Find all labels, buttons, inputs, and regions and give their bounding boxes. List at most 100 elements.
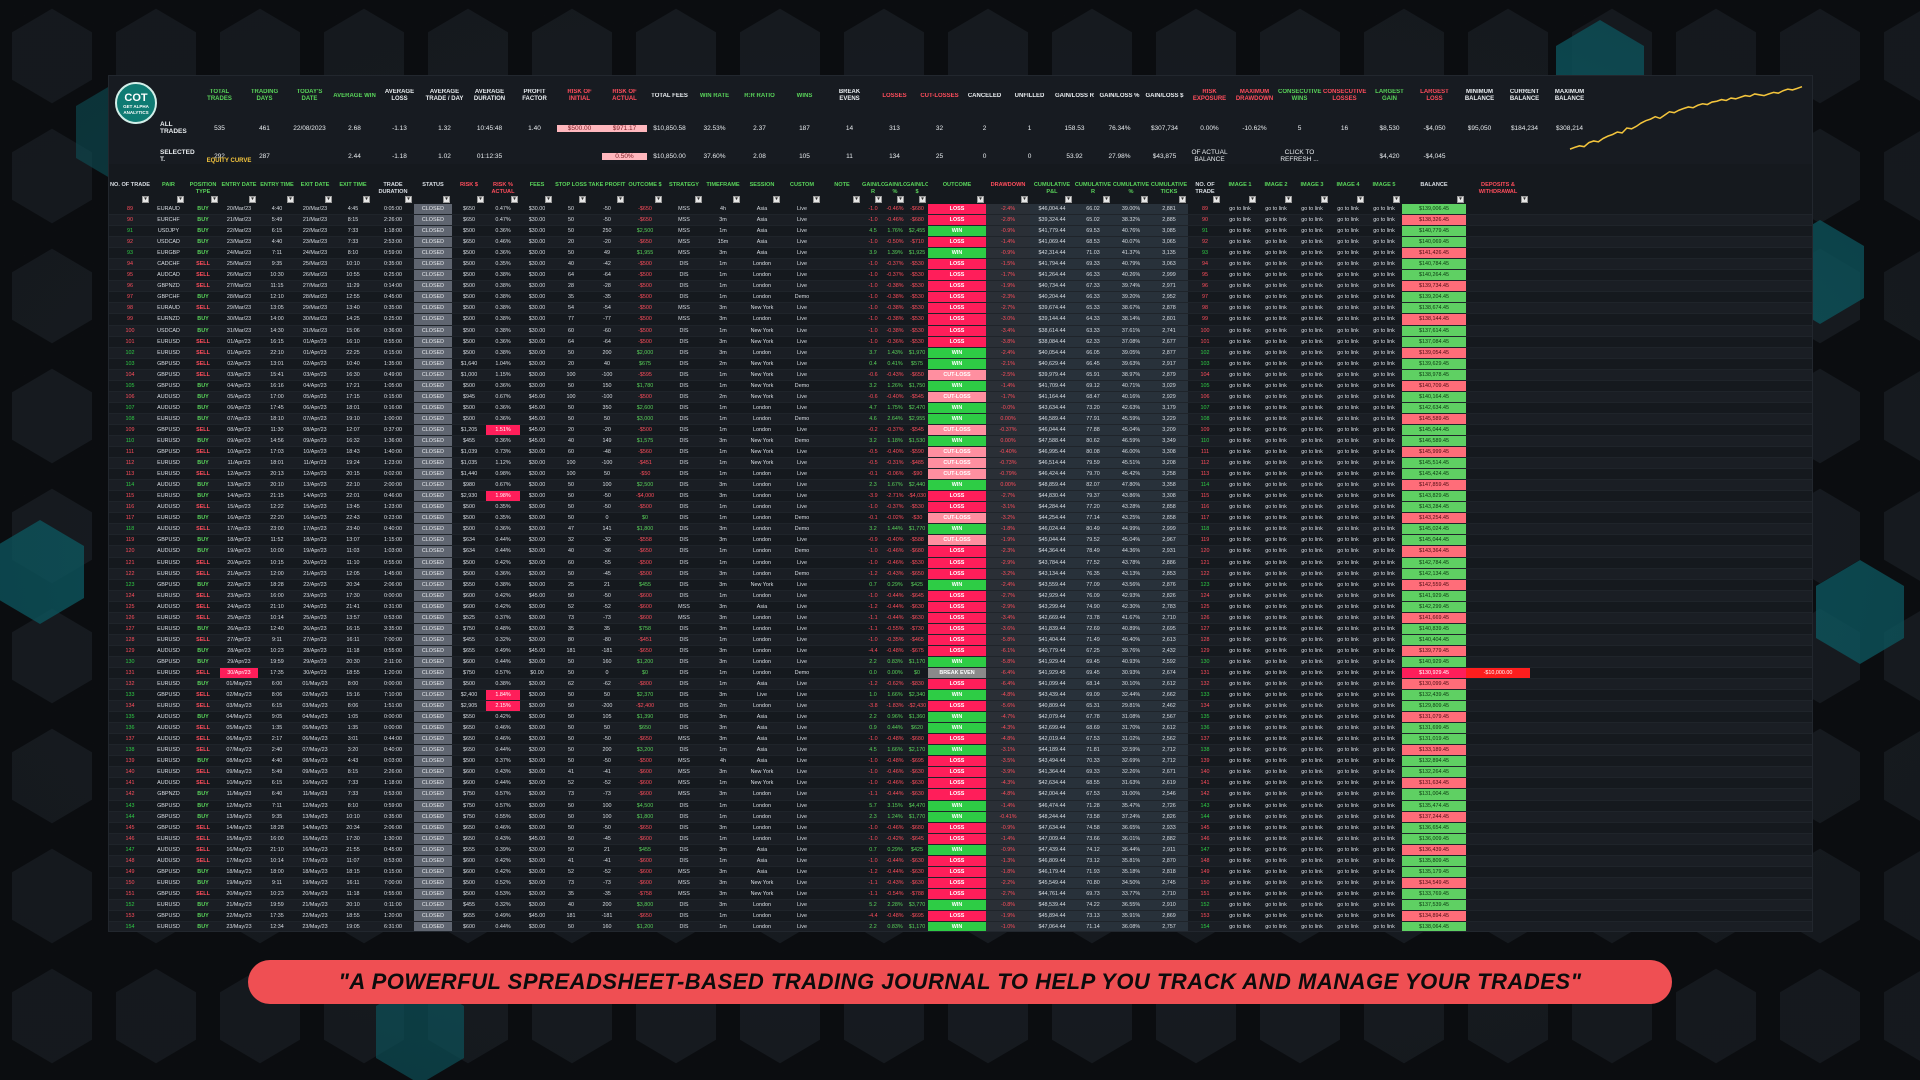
table-row[interactable]: 149 GBPUSD BUY 18/May/23 18:00 18/May/23 18:15…	[109, 866, 1812, 878]
image-link[interactable]: go to link	[1301, 890, 1323, 897]
image-link[interactable]: go to link	[1229, 714, 1251, 721]
image-link[interactable]: go to link	[1265, 393, 1287, 400]
image-link[interactable]: go to link	[1265, 835, 1287, 842]
image-link[interactable]: go to link	[1265, 526, 1287, 533]
image-link[interactable]: go to link	[1373, 780, 1395, 787]
refresh-link[interactable]: CLICK TO REFRESH ...	[1280, 149, 1319, 163]
image-link[interactable]: go to link	[1265, 791, 1287, 798]
table-row[interactable]: 145 GBPUSD SELL 14/May/23 18:28 14/May/23 20:3…	[109, 822, 1812, 834]
image-link[interactable]: go to link	[1265, 471, 1287, 478]
table-row[interactable]: 122 EURUSD SELL 21/Apr/23 12:00 21/Apr/23 12:0…	[109, 568, 1812, 580]
image-link[interactable]: go to link	[1301, 349, 1323, 356]
image-link[interactable]: go to link	[1337, 228, 1359, 235]
image-link[interactable]: go to link	[1373, 404, 1395, 411]
image-link[interactable]: go to link	[1373, 603, 1395, 610]
image-link[interactable]: go to link	[1229, 802, 1251, 809]
table-row[interactable]: 153 GBPUSD BUY 22/May/23 17:35 22/May/23 18:55…	[109, 911, 1812, 923]
image-link[interactable]: go to link	[1301, 769, 1323, 776]
image-link[interactable]: go to link	[1229, 791, 1251, 798]
image-link[interactable]: go to link	[1229, 703, 1251, 710]
image-link[interactable]: go to link	[1373, 504, 1395, 511]
image-link[interactable]: go to link	[1265, 338, 1287, 345]
table-row[interactable]: 97 GBPCHF BUY 28/Mar/23 12:10 28/Mar/23 12:55 0…	[109, 292, 1812, 304]
table-row[interactable]: 125 AUDUSD SELL 24/Apr/23 21:10 24/Apr/23 21:4…	[109, 601, 1812, 613]
image-link[interactable]: go to link	[1229, 482, 1251, 489]
image-link[interactable]: go to link	[1265, 769, 1287, 776]
image-link[interactable]: go to link	[1373, 714, 1395, 721]
image-link[interactable]: go to link	[1373, 482, 1395, 489]
image-link[interactable]: go to link	[1337, 780, 1359, 787]
image-link[interactable]: go to link	[1229, 327, 1251, 334]
image-link[interactable]: go to link	[1229, 504, 1251, 511]
filter-dropdown-icon[interactable]: ▾	[177, 196, 184, 203]
image-link[interactable]: go to link	[1301, 239, 1323, 246]
image-link[interactable]: go to link	[1229, 835, 1251, 842]
image-link[interactable]: go to link	[1373, 393, 1395, 400]
image-link[interactable]: go to link	[1229, 316, 1251, 323]
image-link[interactable]: go to link	[1265, 250, 1287, 257]
image-link[interactable]: go to link	[1373, 681, 1395, 688]
filter-dropdown-icon[interactable]: ▾	[1521, 196, 1528, 203]
image-link[interactable]: go to link	[1265, 924, 1287, 931]
image-link[interactable]: go to link	[1337, 415, 1359, 422]
image-link[interactable]: go to link	[1373, 206, 1395, 212]
filter-dropdown-icon[interactable]: ▾	[443, 196, 450, 203]
image-link[interactable]: go to link	[1265, 658, 1287, 665]
image-link[interactable]: go to link	[1337, 272, 1359, 279]
filter-dropdown-icon[interactable]: ▾	[1141, 196, 1148, 203]
image-link[interactable]: go to link	[1373, 913, 1395, 919]
image-link[interactable]: go to link	[1301, 703, 1323, 710]
image-link[interactable]: go to link	[1301, 437, 1323, 444]
image-link[interactable]: go to link	[1373, 879, 1395, 886]
image-link[interactable]: go to link	[1265, 559, 1287, 566]
table-row[interactable]: 121 EURUSD SELL 20/Apr/23 10:15 20/Apr/23 11:1…	[109, 557, 1812, 569]
image-link[interactable]: go to link	[1337, 294, 1359, 301]
image-link[interactable]: go to link	[1265, 725, 1287, 732]
table-row[interactable]: 120 AUDUSD BUY 19/Apr/23 10:00 19/Apr/23 11:03…	[109, 546, 1812, 558]
table-row[interactable]: 146 EURUSD SELL 15/May/23 16:00 15/May/23 17:3…	[109, 833, 1812, 845]
image-link[interactable]: go to link	[1265, 581, 1287, 588]
image-link[interactable]: go to link	[1373, 415, 1395, 422]
image-link[interactable]: go to link	[1337, 283, 1359, 290]
image-link[interactable]: go to link	[1265, 603, 1287, 610]
table-row[interactable]: 115 EURUSD BUY 14/Apr/23 21:15 14/Apr/23 22:01…	[109, 491, 1812, 503]
image-link[interactable]: go to link	[1265, 360, 1287, 367]
image-link[interactable]: go to link	[1373, 437, 1395, 444]
filter-dropdown-icon[interactable]: ▾	[287, 196, 294, 203]
image-link[interactable]: go to link	[1229, 415, 1251, 422]
image-link[interactable]: go to link	[1229, 250, 1251, 257]
image-link[interactable]: go to link	[1229, 493, 1251, 500]
image-link[interactable]: go to link	[1229, 526, 1251, 533]
filter-dropdown-icon[interactable]: ▾	[325, 196, 332, 203]
table-row[interactable]: 92 USDCAD BUY 23/Mar/23 4:40 23/Mar/23 7:33 2:5…	[109, 237, 1812, 249]
image-link[interactable]: go to link	[1337, 636, 1359, 643]
image-link[interactable]: go to link	[1373, 382, 1395, 389]
image-link[interactable]: go to link	[1337, 570, 1359, 577]
table-row[interactable]: 128 EURUSD SELL 27/Apr/23 9:11 27/Apr/23 16:11…	[109, 634, 1812, 646]
image-link[interactable]: go to link	[1301, 714, 1323, 721]
image-link[interactable]: go to link	[1373, 349, 1395, 356]
filter-dropdown-icon[interactable]: ▾	[813, 196, 820, 203]
image-link[interactable]: go to link	[1337, 692, 1359, 699]
image-link[interactable]: go to link	[1229, 603, 1251, 610]
image-link[interactable]: go to link	[1337, 868, 1359, 875]
image-link[interactable]: go to link	[1337, 382, 1359, 389]
image-link[interactable]: go to link	[1373, 703, 1395, 710]
image-link[interactable]: go to link	[1229, 548, 1251, 555]
image-link[interactable]: go to link	[1265, 758, 1287, 765]
image-link[interactable]: go to link	[1265, 371, 1287, 378]
image-link[interactable]: go to link	[1337, 515, 1359, 522]
image-link[interactable]: go to link	[1373, 261, 1395, 268]
image-link[interactable]: go to link	[1229, 228, 1251, 235]
image-link[interactable]: go to link	[1373, 526, 1395, 533]
image-link[interactable]: go to link	[1265, 703, 1287, 710]
image-link[interactable]: go to link	[1337, 802, 1359, 809]
image-link[interactable]: go to link	[1265, 857, 1287, 864]
image-link[interactable]: go to link	[1265, 868, 1287, 875]
image-link[interactable]: go to link	[1373, 692, 1395, 699]
image-link[interactable]: go to link	[1373, 217, 1395, 224]
image-link[interactable]: go to link	[1265, 493, 1287, 500]
table-row[interactable]: 135 AUDUSD BUY 04/May/23 9:05 04/May/23 1:05 0:…	[109, 712, 1812, 724]
image-link[interactable]: go to link	[1301, 526, 1323, 533]
image-link[interactable]: go to link	[1265, 382, 1287, 389]
